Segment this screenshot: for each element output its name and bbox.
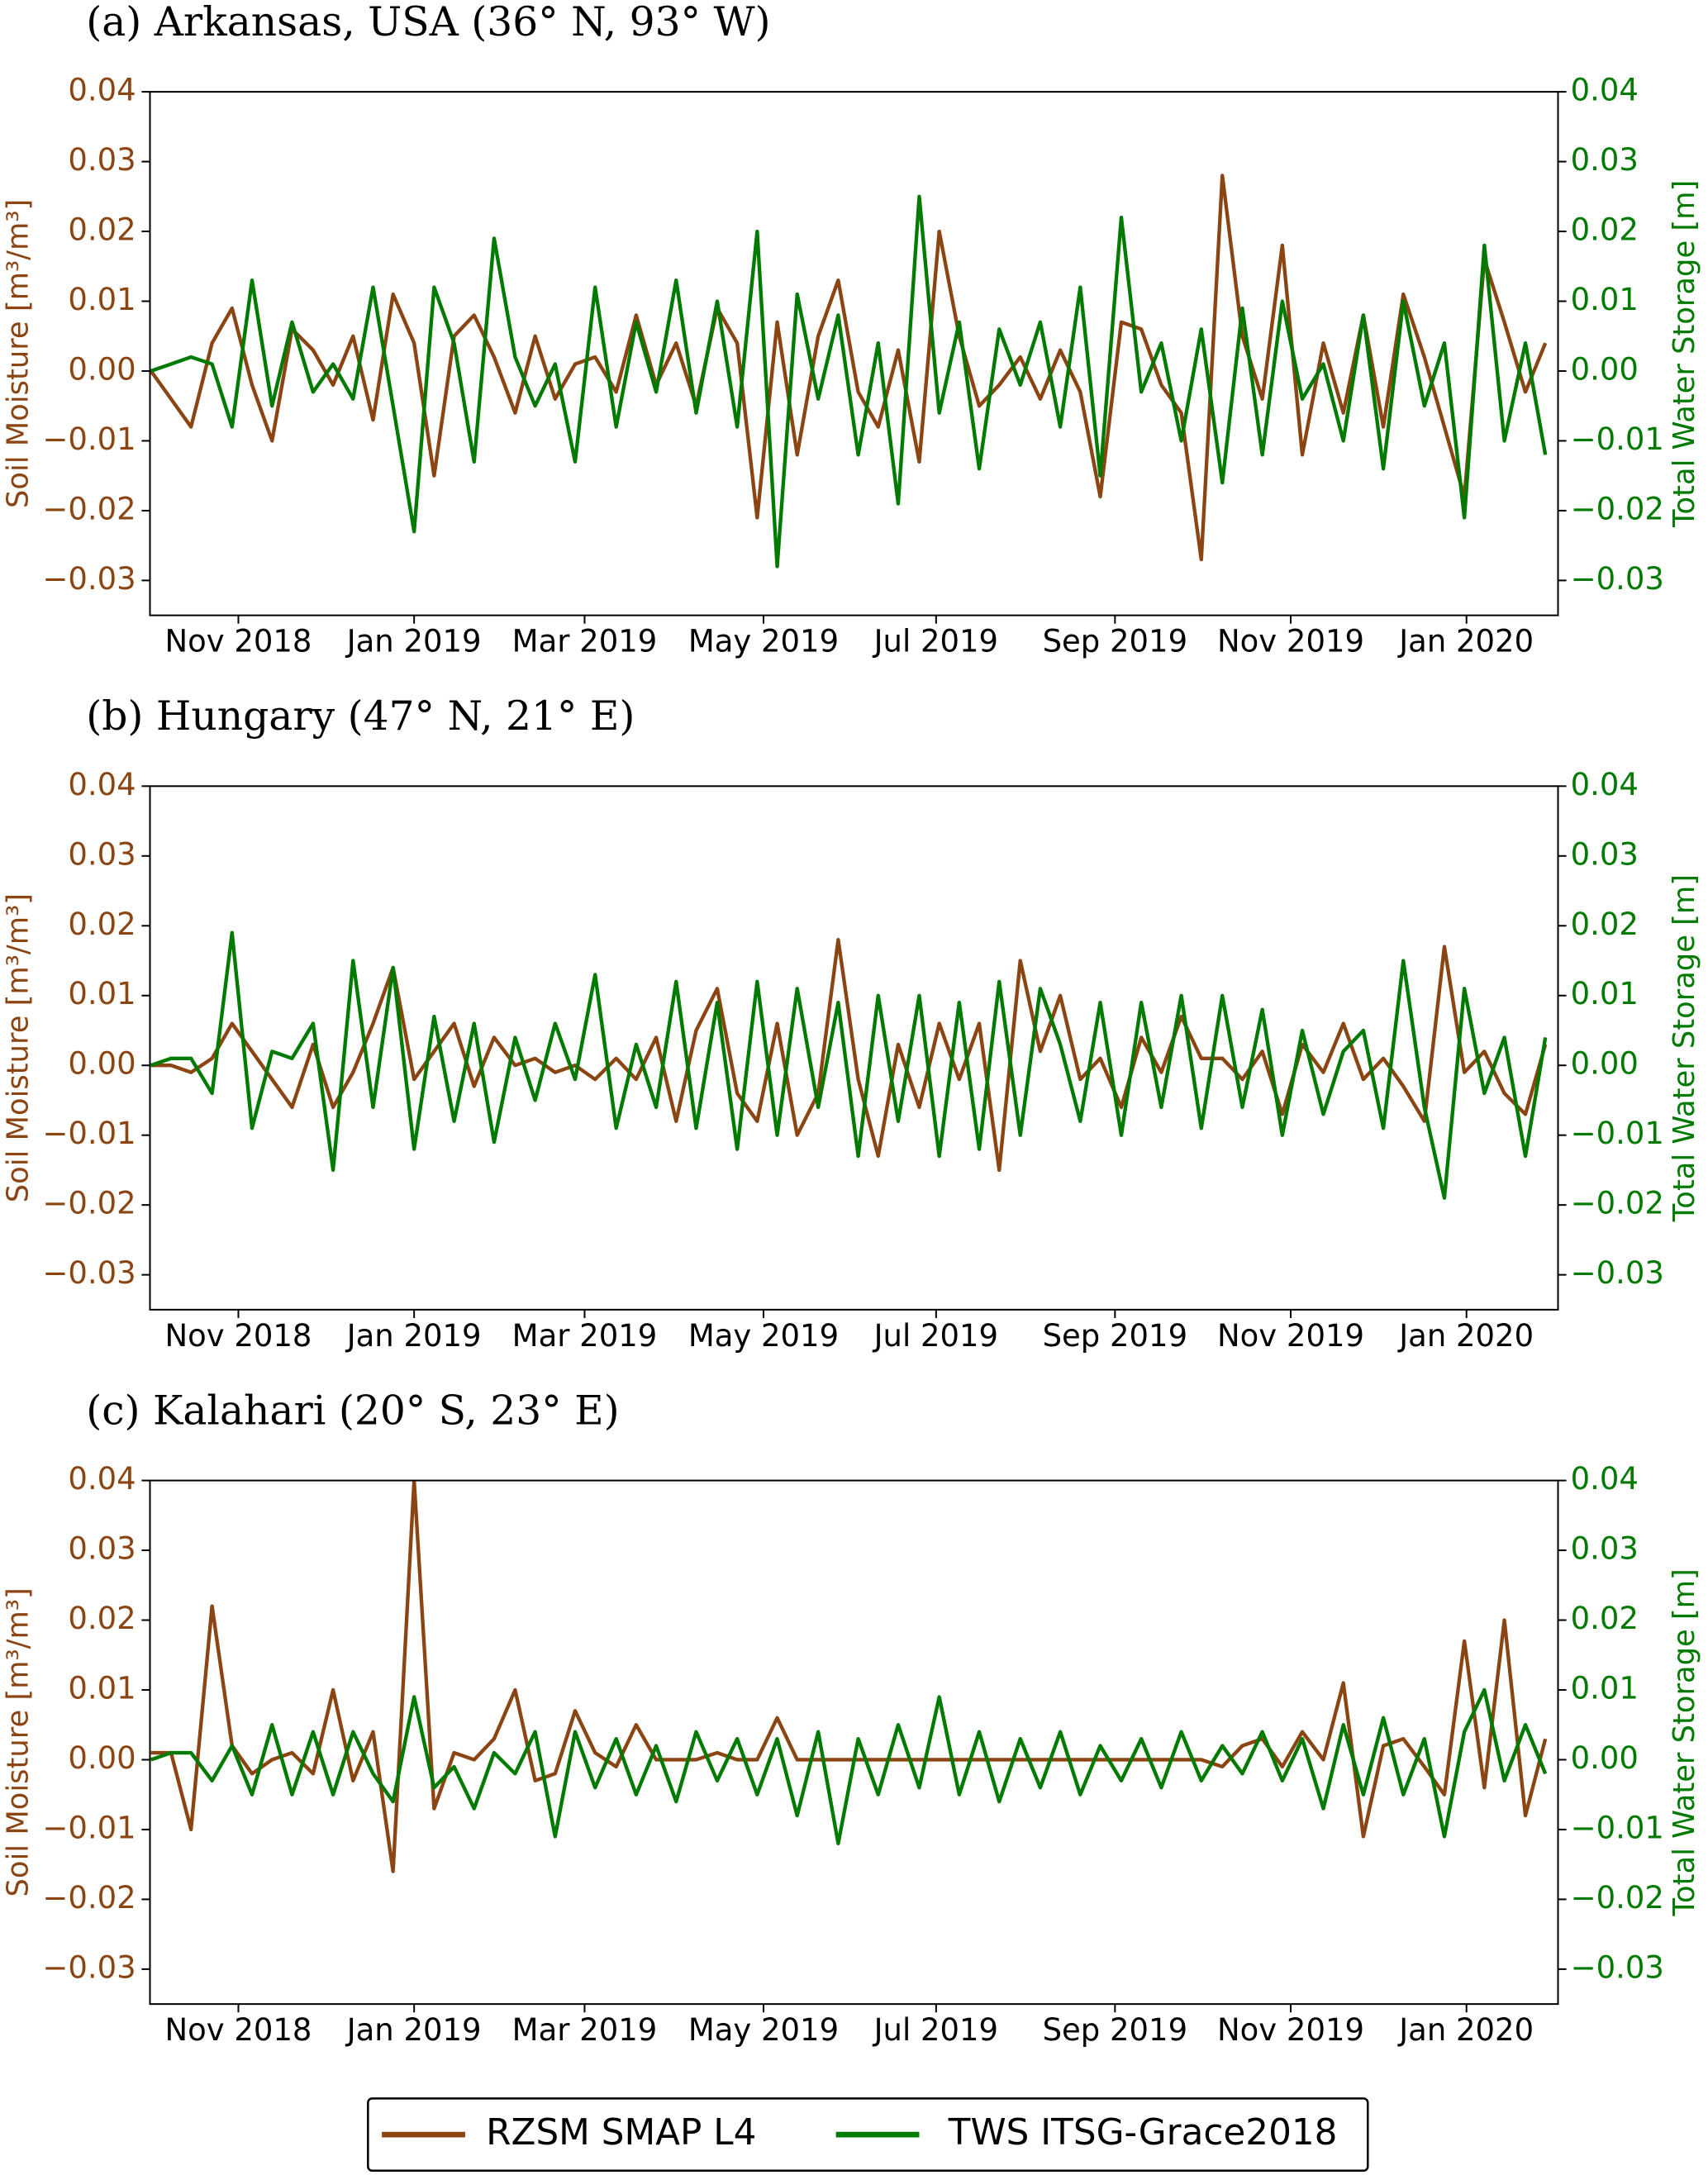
- y2-tick-label: 0.03: [1571, 142, 1639, 178]
- y2-axis-label: Total Water Storage [m]: [1668, 1568, 1701, 1916]
- plot-frame: [149, 785, 1559, 1311]
- y-tick-label: −0.02: [42, 1186, 136, 1221]
- y2-tick-label: −0.02: [1571, 491, 1664, 526]
- x-tick-label: Jan 2020: [1397, 1318, 1534, 1354]
- x-tick-label: Mar 2019: [512, 1318, 658, 1354]
- legend-label: RZSM SMAP L4: [486, 2111, 756, 2154]
- x-tick-label: Jul 2019: [873, 1318, 998, 1354]
- x-tick-label: Mar 2019: [512, 624, 658, 659]
- y2-tick-label: 0.02: [1571, 1601, 1639, 1636]
- series-line: [150, 1687, 1548, 1846]
- x-tick-label: Nov 2019: [1217, 624, 1364, 659]
- y-tick-label: 0.03: [68, 1531, 136, 1567]
- panel-title: (a) Arkansas, USA (36° N, 93° W): [86, 0, 770, 45]
- y-tick-label: −0.02: [42, 1880, 136, 1916]
- y-axis-label: Soil Moisture [m³/m³]: [2, 1587, 36, 1897]
- y-tick-label: −0.03: [42, 561, 136, 597]
- legend-label: TWS ITSG-Grace2018: [948, 2111, 1338, 2154]
- x-tick-label: Jul 2019: [873, 624, 998, 659]
- x-tick-label: Jan 2019: [345, 1318, 482, 1354]
- y2-tick-label: 0.03: [1571, 836, 1639, 872]
- y-tick-label: 0.04: [68, 73, 136, 108]
- y-tick-label: 0.04: [68, 1461, 136, 1497]
- y2-tick-label: 0.04: [1571, 767, 1639, 802]
- y2-tick-label: −0.03: [1571, 561, 1664, 597]
- y-tick-label: 0.01: [68, 976, 136, 1011]
- y-tick-label: 0.00: [68, 1046, 136, 1082]
- y-tick-label: 0.02: [68, 907, 136, 942]
- y2-tick-label: 0.04: [1571, 73, 1639, 108]
- y2-tick-label: 0.00: [1571, 1046, 1639, 1082]
- y-tick-label: −0.01: [42, 421, 136, 457]
- y2-tick-label: 0.01: [1571, 1670, 1639, 1706]
- x-tick-label: Sep 2019: [1043, 2012, 1188, 2048]
- panel-title: (b) Hungary (47° N, 21° E): [86, 693, 635, 740]
- y-tick-label: 0.01: [68, 1670, 136, 1706]
- y2-tick-label: −0.02: [1571, 1186, 1664, 1221]
- y2-tick-label: 0.03: [1571, 1531, 1639, 1567]
- x-tick-label: May 2019: [688, 2012, 839, 2048]
- y-axis-label: Soil Moisture [m³/m³]: [2, 893, 36, 1202]
- y2-tick-label: −0.01: [1571, 1810, 1664, 1845]
- y2-tick-label: −0.01: [1571, 1116, 1664, 1151]
- x-tick-label: Mar 2019: [512, 2012, 658, 2048]
- y2-tick-label: 0.00: [1571, 1740, 1639, 1776]
- y2-axis-label: Total Water Storage [m]: [1668, 874, 1701, 1222]
- plot-frame: [149, 91, 1559, 616]
- y2-tick-label: −0.03: [1571, 1949, 1664, 1985]
- x-tick-label: Jan 2019: [345, 2012, 482, 2048]
- y-tick-label: −0.01: [42, 1116, 136, 1151]
- y2-axis-label: Total Water Storage [m]: [1668, 180, 1701, 528]
- y-tick-label: 0.00: [68, 351, 136, 387]
- y2-tick-label: 0.01: [1571, 976, 1639, 1011]
- x-tick-label: Jan 2019: [345, 624, 482, 659]
- series-line: [150, 930, 1548, 1200]
- y-tick-label: −0.01: [42, 1810, 136, 1845]
- x-tick-label: May 2019: [688, 1318, 839, 1354]
- y2-tick-label: 0.02: [1571, 212, 1639, 248]
- y-tick-label: 0.04: [68, 767, 136, 802]
- series-line: [150, 1480, 1548, 1873]
- x-tick-label: May 2019: [688, 624, 839, 659]
- x-tick-label: Nov 2019: [1217, 1318, 1364, 1354]
- y-tick-label: −0.03: [42, 1949, 136, 1985]
- y-tick-label: −0.02: [42, 491, 136, 526]
- y-tick-label: 0.02: [68, 212, 136, 248]
- y-tick-label: 0.03: [68, 142, 136, 178]
- panel-title: (c) Kalahari (20° S, 23° E): [86, 1387, 620, 1434]
- x-tick-label: Jan 2020: [1397, 624, 1534, 659]
- series-line: [150, 194, 1548, 569]
- x-tick-label: Nov 2019: [1217, 2012, 1364, 2048]
- y2-tick-label: −0.01: [1571, 421, 1664, 457]
- x-tick-label: Sep 2019: [1043, 624, 1188, 659]
- y2-tick-label: −0.02: [1571, 1880, 1664, 1916]
- x-tick-label: Jul 2019: [873, 2012, 998, 2048]
- y2-tick-label: 0.01: [1571, 282, 1639, 317]
- series-line: [150, 937, 1548, 1173]
- y2-tick-label: 0.02: [1571, 907, 1639, 942]
- y-tick-label: −0.03: [42, 1255, 136, 1291]
- y2-tick-label: 0.04: [1571, 1461, 1639, 1497]
- x-tick-label: Nov 2018: [164, 1318, 312, 1354]
- y-tick-label: 0.02: [68, 1601, 136, 1636]
- y-tick-label: 0.01: [68, 282, 136, 317]
- x-tick-label: Nov 2018: [164, 2012, 312, 2048]
- y-tick-label: 0.00: [68, 1740, 136, 1776]
- plot-frame: [149, 1479, 1559, 2006]
- y2-tick-label: 0.00: [1571, 351, 1639, 387]
- x-tick-label: Sep 2019: [1043, 1318, 1188, 1354]
- y-axis-label: Soil Moisture [m³/m³]: [2, 199, 36, 508]
- x-tick-label: Jan 2020: [1397, 2012, 1534, 2048]
- x-tick-label: Nov 2018: [164, 624, 312, 659]
- y-tick-label: 0.03: [68, 836, 136, 872]
- y2-tick-label: −0.03: [1571, 1255, 1664, 1291]
